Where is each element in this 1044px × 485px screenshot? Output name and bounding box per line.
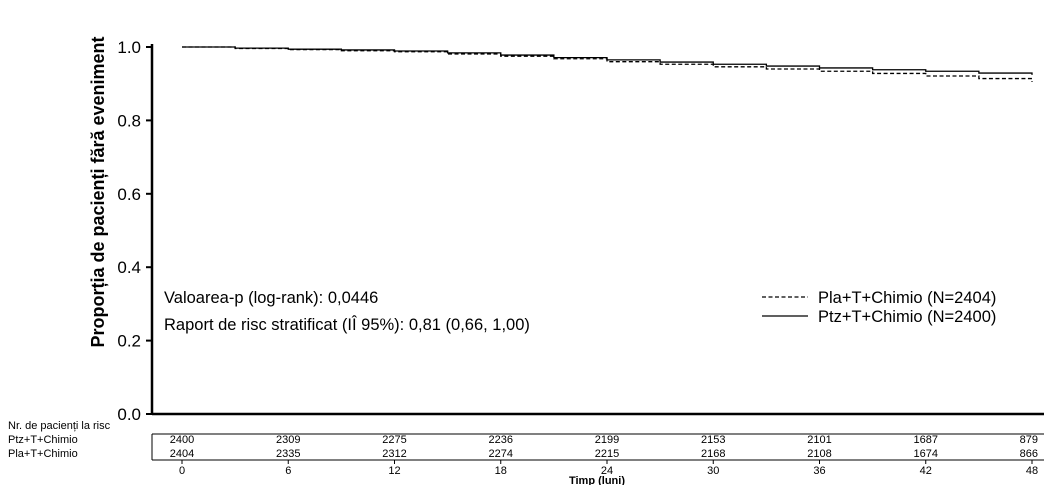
y-tick-label: 0.0 (117, 405, 141, 424)
hazard-ratio-annotation: Raport de risc stratificat (IÎ 95%): 0,8… (164, 315, 530, 334)
x-tick-label: 18 (495, 465, 507, 477)
risk-value: 2215 (595, 448, 619, 460)
x-tick-label: 36 (813, 465, 825, 477)
y-tick-label: 1.0 (117, 38, 141, 57)
risk-value: 2101 (807, 434, 831, 446)
risk-value: 2153 (701, 434, 725, 446)
x-tick-label: 30 (707, 465, 719, 477)
risk-value: 2274 (489, 448, 513, 460)
risk-value: 2236 (489, 434, 513, 446)
x-ticks: 0 6 12 18 24 30 36 42 48 (179, 460, 1038, 477)
risk-value: 2199 (595, 434, 619, 446)
pvalue-annotation: Valoarea-p (log-rank): 0,0446 (164, 289, 378, 307)
risk-value: 2404 (170, 448, 194, 460)
legend-label-ptz: Ptz+T+Chimio (N=2400) (818, 308, 996, 326)
x-tick-label: 12 (388, 465, 400, 477)
risk-table: Nr. de pacienți la risc Ptz+T+Chimio Pla… (8, 420, 1044, 461)
x-tick-label: 6 (285, 465, 291, 477)
risk-value: 879 (1020, 434, 1038, 446)
legend: Pla+T+Chimio (N=2404) Ptz+T+Chimio (N=24… (762, 289, 996, 326)
risk-value: 2275 (382, 434, 406, 446)
risk-value: 2108 (807, 448, 831, 460)
risk-row-label-ptz: Ptz+T+Chimio (8, 434, 78, 446)
y-tick-label: 0.8 (117, 111, 141, 130)
y-tick-label: 0.2 (117, 332, 141, 351)
x-tick-label: 48 (1026, 465, 1038, 477)
y-axis-label: Proporția de pacienți fără eveniment (88, 36, 108, 347)
x-tick-label: 24 (601, 465, 613, 477)
risk-value: 2400 (170, 434, 194, 446)
risk-value: 2168 (701, 448, 725, 460)
risk-table-header: Nr. de pacienți la risc (8, 420, 111, 432)
y-tick-label: 0.6 (117, 185, 141, 204)
x-tick-label: 42 (920, 465, 932, 477)
risk-value: 1687 (914, 434, 938, 446)
risk-row-label-pla: Pla+T+Chimio (8, 448, 78, 460)
y-tick-label: 0.4 (117, 258, 141, 277)
x-tick-label: 0 (179, 465, 185, 477)
series-line-ptz (182, 46, 1033, 75)
risk-value: 1674 (914, 448, 938, 460)
y-ticks: 0.0 0.2 0.4 0.6 0.8 1.0 (117, 38, 152, 424)
risk-value: 2335 (276, 448, 300, 460)
legend-label-pla: Pla+T+Chimio (N=2404) (818, 289, 996, 307)
risk-value: 2312 (382, 448, 406, 460)
km-curves (182, 46, 1033, 82)
x-axis-label: Timp (luni) (569, 475, 625, 485)
risk-values: 2400 2404 2309 2335 2275 2312 2236 2274 2199 2215… (170, 434, 1038, 460)
risk-value: 2309 (276, 434, 300, 446)
risk-value: 866 (1020, 448, 1038, 460)
series-line-pla (182, 46, 1033, 82)
